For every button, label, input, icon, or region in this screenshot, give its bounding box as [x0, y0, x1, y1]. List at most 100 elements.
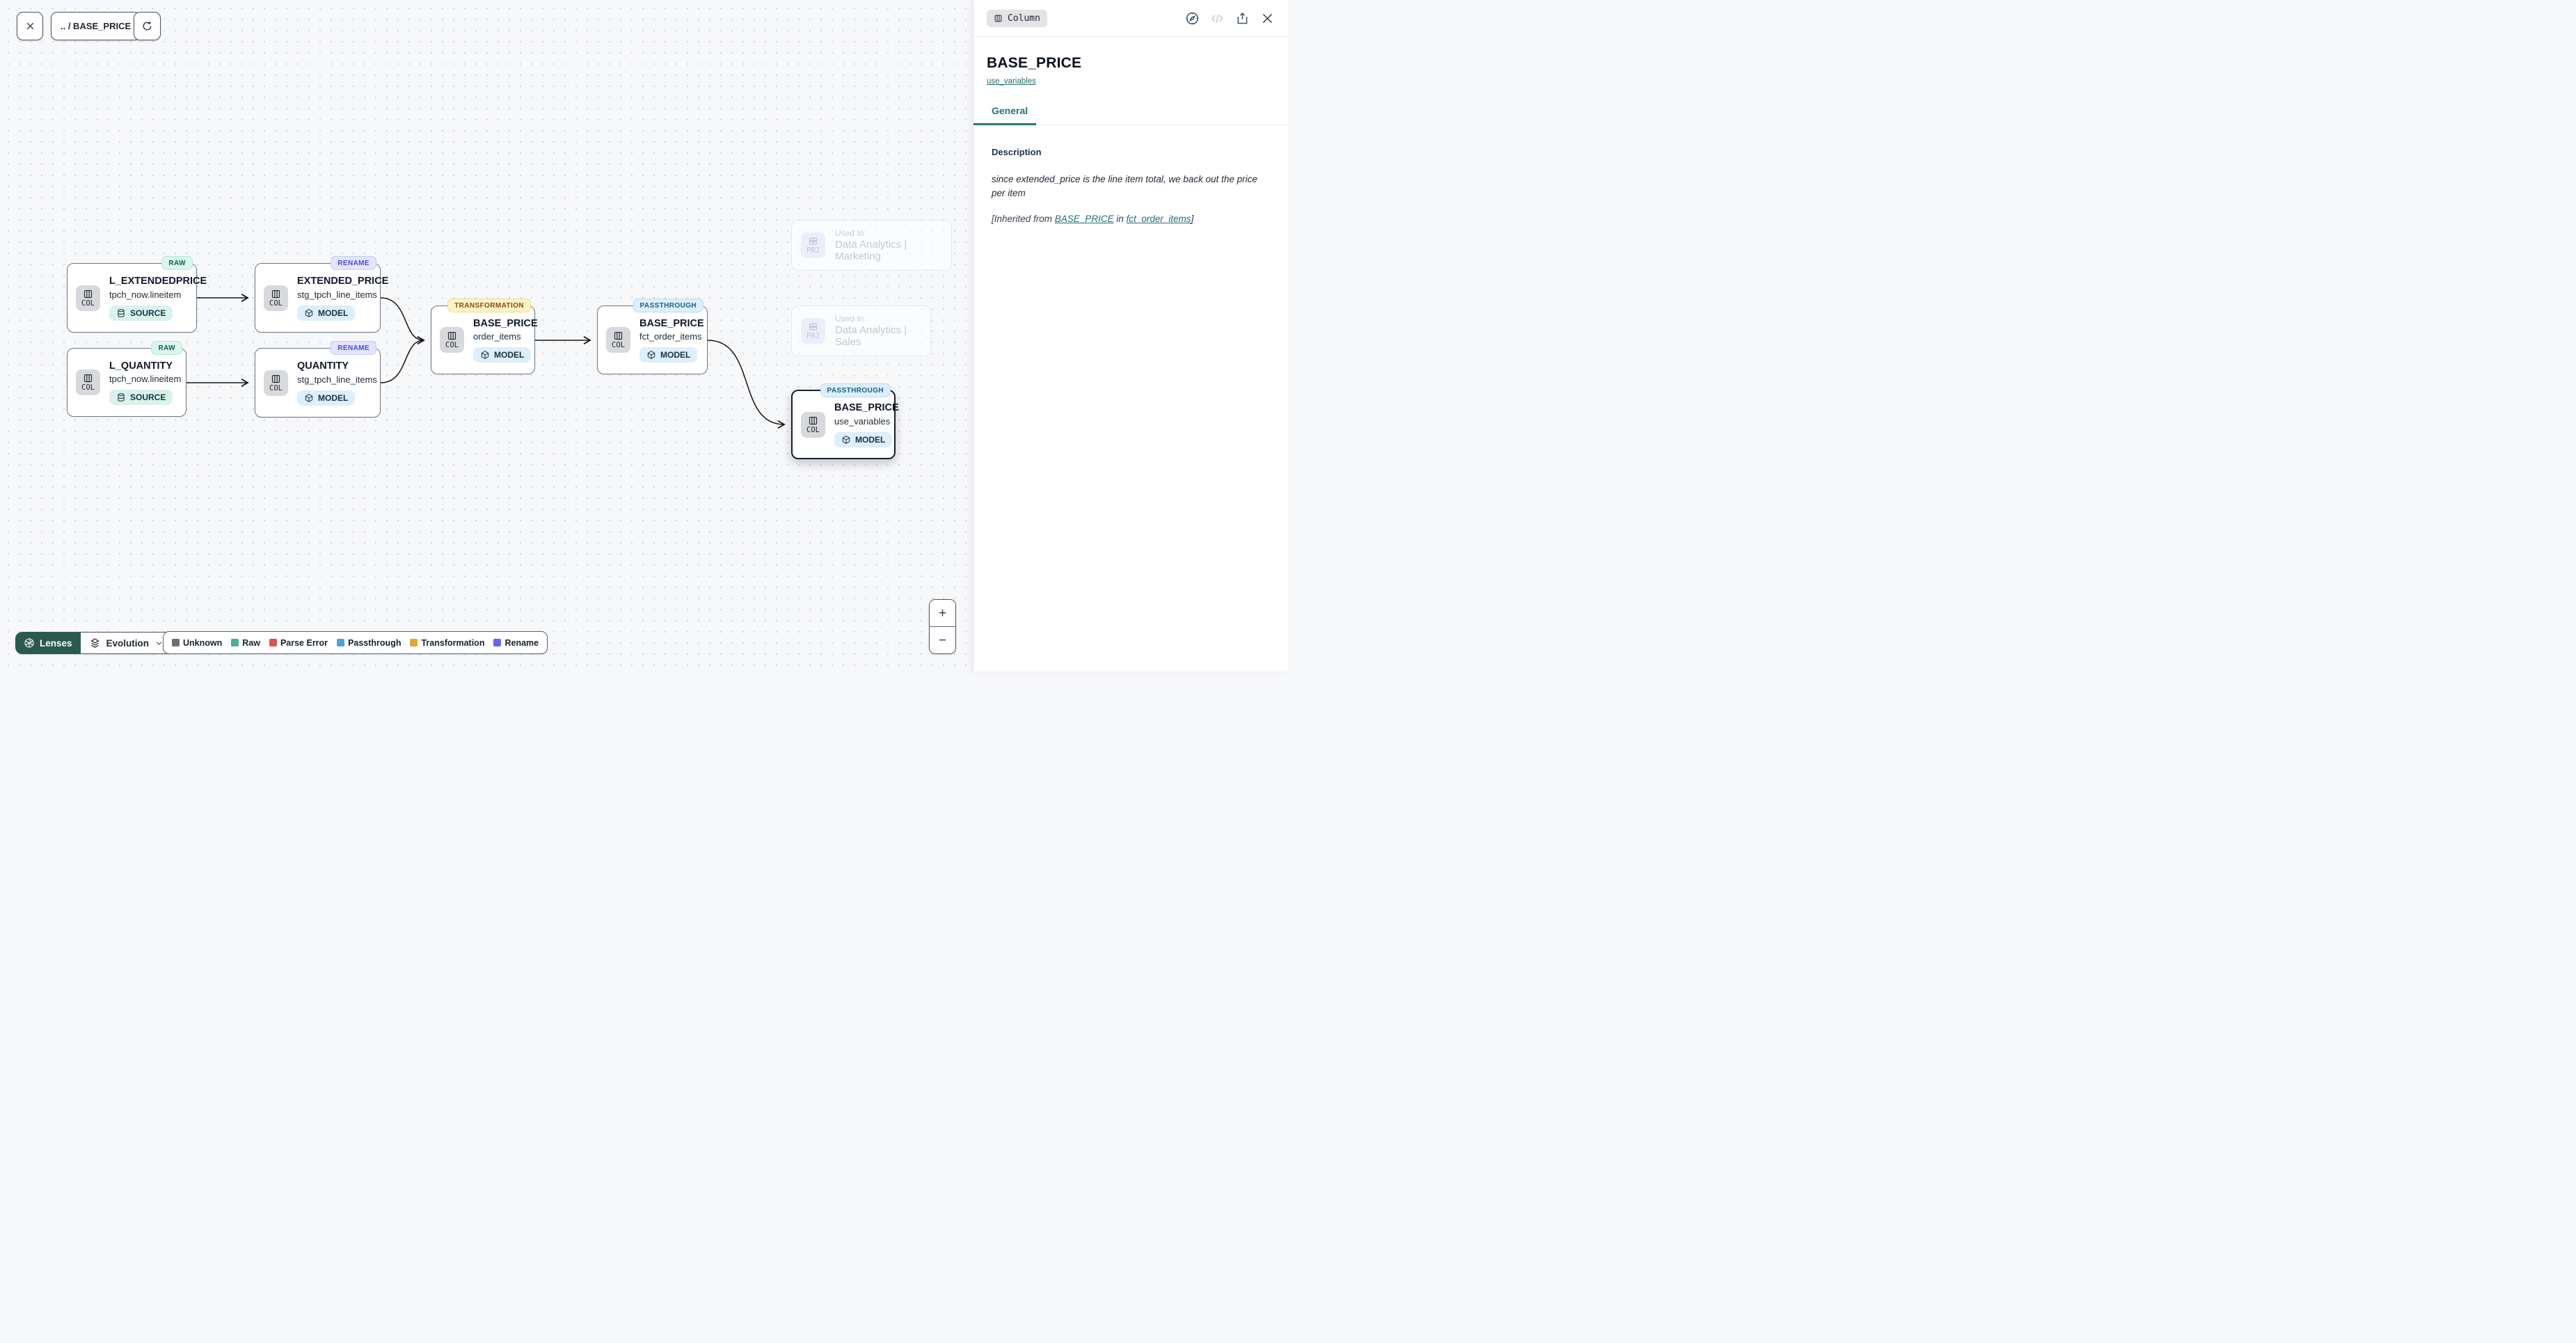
node-title: QUANTITY	[297, 360, 349, 372]
lenses-button[interactable]: Lenses	[15, 632, 81, 654]
entity-type-label: Column	[1008, 13, 1040, 24]
lens-legend: Unknown Raw Parse Error Passthrough Tran…	[163, 631, 548, 654]
legend-item-parse-error: Parse Error	[269, 638, 328, 648]
kind-label: MODEL	[855, 434, 886, 445]
node-subtitle: use_variables	[834, 415, 891, 427]
used-in-project: Data Analytics | Marketing	[835, 239, 907, 262]
view-code-button[interactable]	[1210, 11, 1225, 26]
legend-swatch	[410, 639, 418, 646]
chip-label: PRJ	[806, 332, 820, 341]
node-extended-price[interactable]: RENAME COL EXTENDED_PRICE stg_tpch_line_…	[255, 256, 388, 333]
code-icon	[1211, 14, 1223, 22]
app: PRJ Used In Data Analytics | Marketing P…	[0, 0, 1288, 672]
node-subtitle: stg_tpch_line_items	[297, 374, 377, 385]
node-quantity[interactable]: RENAME COL QUANTITY stg_tpch_line_items …	[255, 341, 381, 418]
node-base-price-fct-order-items[interactable]: PASSTHROUGH COL BASE_PRICE fct_order_ite…	[597, 299, 708, 374]
cube-icon	[305, 393, 313, 402]
project-chip: PRJ	[801, 318, 825, 344]
description-text: since extended_price is the line item to…	[992, 173, 1257, 199]
lens-mode-dropdown[interactable]: Evolution	[80, 632, 173, 654]
chip-label: PRJ	[806, 246, 820, 255]
description-label: Description	[992, 146, 1042, 157]
tab-general[interactable]: General	[973, 105, 1037, 125]
project-chip: PRJ	[801, 232, 825, 258]
cube-icon	[842, 435, 850, 444]
cube-icon	[647, 351, 655, 359]
breadcrumb-label: .. / BASE_PRICE	[61, 21, 132, 31]
kind-label: MODEL	[318, 308, 349, 318]
column-chip: COL	[606, 327, 630, 353]
used-in-card-marketing[interactable]: PRJ Used In Data Analytics | Marketing	[791, 220, 952, 271]
close-panel-button[interactable]	[1260, 11, 1275, 26]
legend-item-passthrough: Passthrough	[337, 638, 401, 648]
legend-item-transformation: Transformation	[410, 638, 484, 648]
columns-icon	[271, 289, 280, 298]
kind-pill: MODEL	[639, 347, 698, 363]
kind-pill: MODEL	[834, 431, 893, 447]
lens-badge-rename: RENAME	[331, 256, 376, 270]
database-icon	[118, 308, 125, 317]
node-base-price-use-variables[interactable]: PASSTHROUGH COL BASE_PRICE use_variables…	[791, 383, 899, 459]
node-l-quantity[interactable]: RAW COL L_QUANTITY tpch_now.lineitem SOU…	[67, 341, 186, 417]
cube-icon	[305, 308, 313, 317]
aperture-icon	[24, 638, 34, 648]
legend-swatch	[231, 639, 239, 646]
zoom-out-button[interactable]: −	[930, 627, 955, 653]
share-icon	[1237, 12, 1248, 24]
legend-swatch	[493, 639, 502, 646]
kind-label: SOURCE	[130, 392, 166, 402]
used-in-label: Used In	[835, 314, 864, 324]
node-subtitle: stg_tpch_line_items	[297, 289, 377, 300]
lens-badge-raw: RAW	[161, 256, 193, 270]
column-chip: COL	[801, 411, 825, 438]
project-icon	[809, 323, 818, 331]
inherited-model-link[interactable]: fct_order_items	[1126, 214, 1191, 225]
inherited-column-link[interactable]: BASE_PRICE	[1054, 214, 1114, 225]
lenses-control: Lenses Evolution	[15, 632, 173, 654]
chip-label: COL	[445, 341, 459, 350]
kind-label: MODEL	[494, 350, 525, 360]
column-chip: COL	[264, 369, 288, 396]
close-icon	[26, 22, 33, 30]
chip-label: COL	[269, 299, 283, 308]
legend-item-raw: Raw	[231, 638, 260, 648]
columns-icon	[271, 374, 280, 383]
share-button[interactable]	[1235, 11, 1250, 26]
node-title: EXTENDED_PRICE	[297, 276, 389, 287]
chip-label: COL	[269, 383, 283, 392]
refresh-button[interactable]	[134, 12, 161, 40]
database-icon	[118, 393, 125, 402]
column-chip: COL	[264, 285, 288, 311]
kind-pill: MODEL	[297, 305, 356, 321]
kind-label: MODEL	[318, 392, 349, 403]
lens-badge-passthrough: PASSTHROUGH	[820, 383, 891, 397]
inherited-note: [Inherited from BASE_PRICE in fct_order_…	[992, 214, 1194, 225]
used-in-card-sales[interactable]: PRJ Used In Data Analytics | Sales	[791, 305, 931, 356]
legend-swatch	[269, 639, 277, 646]
kind-pill: MODEL	[473, 347, 532, 363]
lens-badge-transformation: TRANSFORMATION	[447, 299, 531, 312]
node-title: BASE_PRICE	[639, 317, 704, 329]
refresh-icon	[143, 21, 152, 31]
used-in-project: Data Analytics | Sales	[835, 324, 907, 348]
node-l-extendedprice[interactable]: RAW COL L_EXTENDEDPRICE tpch_now.lineite…	[67, 256, 207, 333]
node-title: BASE_PRICE	[473, 317, 538, 329]
panel-header: Column	[973, 0, 1288, 37]
cube-icon	[481, 351, 489, 359]
explore-lineage-button[interactable]	[1185, 11, 1200, 26]
zoom-controls: + −	[929, 599, 956, 654]
close-lineage-button[interactable]	[17, 12, 43, 40]
node-title: BASE_PRICE	[834, 402, 899, 414]
breadcrumb[interactable]: .. / BASE_PRICE	[51, 12, 141, 40]
column-chip: COL	[76, 369, 100, 395]
kind-label: MODEL	[660, 350, 691, 360]
node-base-price-order-items[interactable]: TRANSFORMATION COL BASE_PRICE order_item…	[431, 299, 538, 374]
zoom-in-button[interactable]: +	[930, 600, 955, 627]
chip-label: COL	[81, 383, 95, 392]
columns-icon	[994, 15, 1002, 22]
columns-icon	[809, 416, 818, 424]
columns-icon	[84, 289, 93, 298]
panel-tabs: General	[973, 105, 1288, 125]
model-link[interactable]: use_variables	[987, 77, 1036, 86]
lens-badge-raw: RAW	[151, 341, 182, 355]
